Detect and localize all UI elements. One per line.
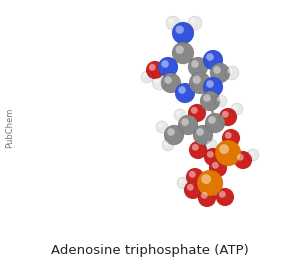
Circle shape [141, 71, 153, 83]
Circle shape [188, 57, 208, 77]
Circle shape [225, 66, 239, 80]
Circle shape [215, 95, 227, 107]
Circle shape [168, 18, 174, 23]
Circle shape [176, 26, 184, 34]
Circle shape [237, 154, 244, 161]
Circle shape [205, 113, 225, 133]
Circle shape [172, 42, 194, 64]
Circle shape [225, 132, 232, 139]
Circle shape [210, 63, 230, 83]
Circle shape [177, 177, 189, 189]
Circle shape [154, 78, 160, 84]
Circle shape [189, 72, 211, 94]
Circle shape [205, 139, 217, 151]
Circle shape [161, 73, 181, 93]
Circle shape [203, 50, 223, 70]
Circle shape [247, 149, 259, 161]
Circle shape [146, 61, 164, 79]
Circle shape [192, 144, 199, 151]
Circle shape [206, 80, 214, 88]
Circle shape [152, 76, 166, 90]
Circle shape [222, 111, 229, 118]
Circle shape [184, 181, 202, 199]
Text: Adenosine triphosphate (ATP): Adenosine triphosphate (ATP) [51, 244, 249, 257]
Circle shape [212, 162, 219, 169]
Circle shape [187, 184, 194, 191]
Circle shape [201, 192, 208, 199]
Circle shape [178, 115, 198, 135]
Circle shape [188, 104, 206, 122]
Circle shape [179, 179, 184, 183]
Circle shape [186, 168, 204, 186]
Circle shape [190, 18, 196, 23]
Circle shape [193, 76, 201, 84]
Circle shape [204, 148, 222, 166]
Circle shape [162, 139, 174, 151]
Circle shape [164, 125, 184, 145]
Circle shape [158, 57, 178, 77]
Circle shape [215, 140, 241, 166]
Circle shape [207, 141, 211, 146]
Circle shape [166, 16, 180, 30]
Circle shape [191, 60, 199, 68]
Circle shape [189, 171, 196, 178]
Circle shape [193, 125, 213, 145]
Circle shape [217, 97, 221, 101]
Circle shape [206, 53, 214, 61]
Circle shape [249, 151, 254, 155]
Circle shape [227, 68, 232, 74]
Circle shape [231, 103, 243, 115]
Circle shape [178, 86, 186, 94]
Circle shape [188, 16, 202, 30]
Circle shape [233, 105, 238, 109]
Circle shape [191, 107, 198, 114]
Circle shape [208, 116, 216, 124]
Circle shape [181, 118, 189, 126]
Circle shape [200, 91, 220, 111]
Circle shape [156, 121, 168, 133]
Circle shape [213, 66, 221, 74]
Circle shape [219, 191, 226, 198]
Circle shape [149, 64, 156, 71]
Circle shape [176, 111, 181, 116]
Circle shape [164, 141, 169, 146]
Circle shape [197, 170, 223, 196]
Circle shape [174, 109, 186, 121]
Circle shape [196, 128, 204, 136]
Circle shape [172, 22, 194, 44]
Circle shape [222, 129, 240, 147]
Circle shape [219, 144, 229, 154]
Circle shape [203, 94, 211, 102]
Circle shape [209, 159, 227, 177]
Circle shape [207, 151, 214, 158]
Circle shape [201, 174, 211, 184]
Circle shape [234, 151, 252, 169]
Circle shape [219, 108, 237, 126]
Circle shape [176, 45, 184, 54]
Circle shape [189, 141, 207, 159]
Circle shape [216, 188, 234, 206]
Circle shape [158, 123, 163, 127]
Circle shape [161, 60, 169, 68]
Text: PubChem: PubChem [5, 108, 14, 148]
Circle shape [143, 73, 148, 77]
Circle shape [164, 76, 172, 84]
Circle shape [167, 128, 175, 136]
Circle shape [175, 83, 195, 103]
Circle shape [203, 77, 223, 97]
Circle shape [198, 189, 216, 207]
